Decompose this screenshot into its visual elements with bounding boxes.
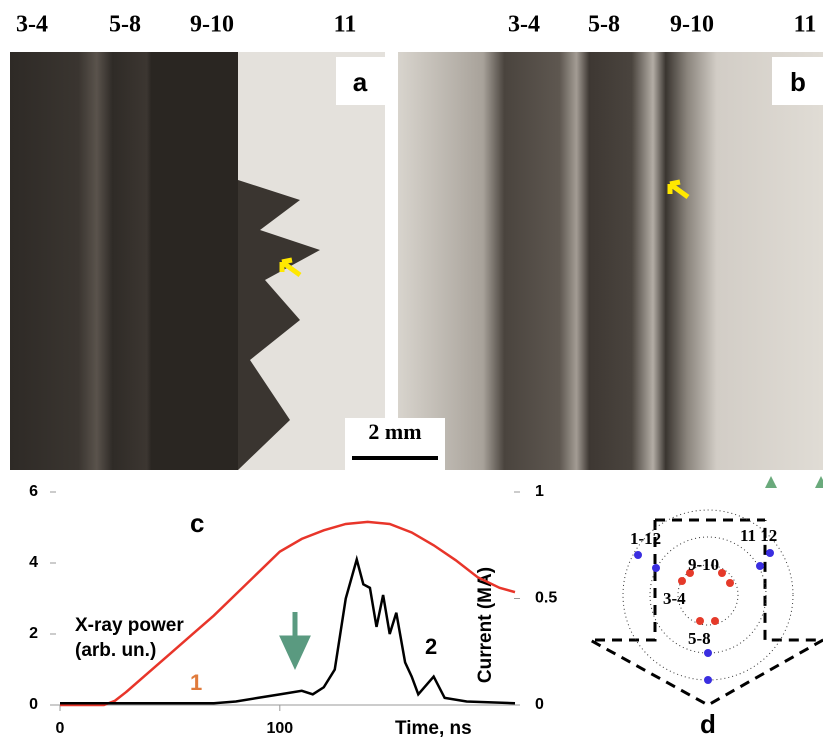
panel-label: c xyxy=(190,508,204,538)
y2-tick-label: 0.5 xyxy=(535,590,557,607)
column-label: 5-8 xyxy=(109,12,141,38)
wire-label: 5-8 xyxy=(688,629,711,648)
wire-labels: 1-12 11 12 9-10 3-4 5-8 xyxy=(630,526,777,648)
x-axis-label: Time, ns xyxy=(395,718,472,739)
markers xyxy=(765,476,823,488)
y-tick-label: 0 xyxy=(29,696,38,713)
diagram-d: 1-12 11 12 9-10 3-4 5-8 d xyxy=(590,510,823,739)
y2-tick-label: 1 xyxy=(535,483,544,500)
wire xyxy=(634,551,642,559)
x-tick-label: 100 xyxy=(266,720,293,737)
wire xyxy=(766,549,774,557)
wire xyxy=(678,577,686,585)
y2-tick-label: 0 xyxy=(535,696,544,713)
photo-a-dark xyxy=(10,52,238,470)
wire xyxy=(704,676,712,684)
x-tick-label: 0 xyxy=(56,720,65,737)
panel-label: d xyxy=(700,709,716,739)
y-tick-label: 6 xyxy=(29,483,38,500)
figure: a b 2 mm 3-4 5-8 9-10 11 3-4 5-8 9-10 11… xyxy=(0,0,823,742)
column-label: 3-4 xyxy=(508,12,540,38)
wire xyxy=(756,562,764,570)
column-label: 3-4 xyxy=(16,12,48,38)
wire xyxy=(718,569,726,577)
wire-label: 11 12 xyxy=(740,526,777,545)
arrow xyxy=(283,612,307,664)
wire xyxy=(652,564,660,572)
wire-label: 3-4 xyxy=(663,589,686,608)
chart-c: c X-ray power (arb. un.) Current (MA) Ti… xyxy=(29,483,557,739)
column-label: 9-10 xyxy=(190,12,234,38)
column-label: 11 xyxy=(334,12,357,38)
scale-label: 2 mm xyxy=(368,419,421,444)
photo-b xyxy=(398,52,823,470)
y-tick-label: 2 xyxy=(29,625,38,642)
wire-label: 1-12 xyxy=(630,529,661,548)
column-label: 5-8 xyxy=(588,12,620,38)
wire xyxy=(696,617,704,625)
column-labels: 3-4 5-8 9-10 11 3-4 5-8 9-10 11 xyxy=(16,12,816,38)
wire xyxy=(726,579,734,587)
column-label: 9-10 xyxy=(670,12,714,38)
panel-label: b xyxy=(790,67,806,97)
y-tick-label: 4 xyxy=(29,554,38,571)
wire-label: 9-10 xyxy=(688,555,719,574)
y-axis-label: (arb. un.) xyxy=(75,640,156,661)
inner-wires xyxy=(678,569,734,625)
wire xyxy=(711,617,719,625)
series-label: 2 xyxy=(425,634,437,659)
wire xyxy=(704,649,712,657)
series-line xyxy=(60,522,515,705)
panel-label: a xyxy=(353,67,368,97)
series-label: 1 xyxy=(190,670,202,695)
column-label: 11 xyxy=(794,12,817,38)
y-axis-label: X-ray power xyxy=(75,615,184,636)
